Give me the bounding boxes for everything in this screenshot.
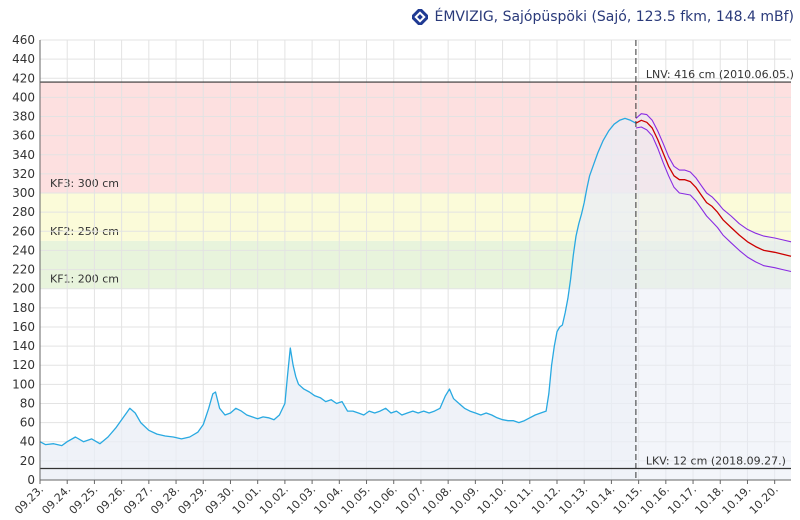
x-tick-label: 10.18.	[692, 483, 726, 517]
chart-header: ÉMVIZIG, Sajópüspöki (Sajó, 123.5 fkm, 1…	[412, 6, 794, 28]
forecast-upper-line	[635, 113, 792, 243]
y-tick-label: 280	[12, 205, 35, 219]
forecast-lower-line	[635, 126, 792, 273]
y-tick-label: 380	[12, 110, 35, 124]
band-label-kf3: KF3: 300 cm	[50, 177, 119, 190]
x-tick-label: 10.07.	[393, 483, 427, 517]
y-tick-label: 240	[12, 243, 35, 257]
y-tick-label: 320	[12, 167, 35, 181]
y-tick-label: 440	[12, 52, 35, 66]
y-tick-label: 340	[12, 148, 35, 162]
y-tick-label: 140	[12, 339, 35, 353]
x-tick-label: 09.28.	[148, 483, 182, 517]
y-tick-label: 400	[12, 90, 35, 104]
y-tick-label: 0	[27, 473, 35, 487]
x-tick-label: 10.13.	[556, 483, 590, 517]
x-tick-label: 10.16.	[638, 483, 672, 517]
x-tick-label: 10.19.	[720, 483, 754, 517]
forecast-series-line	[635, 119, 792, 257]
band-label-kf1: KF1: 200 cm	[50, 273, 119, 286]
x-tick-label: 10.02.	[257, 483, 291, 517]
y-tick-label: 220	[12, 263, 35, 277]
x-tick-label: 09.29.	[175, 483, 209, 517]
x-tick-label: 09.26.	[94, 483, 128, 517]
x-tick-label: 10.10.	[475, 483, 509, 517]
x-tick-label: 10.06.	[366, 483, 400, 517]
x-tick-label: 09.25.	[67, 483, 101, 517]
y-tick-label: 20	[20, 454, 35, 468]
x-tick-label: 10.08.	[420, 483, 454, 517]
y-tick-label: 160	[12, 320, 35, 334]
x-tick-label: 10.01.	[230, 483, 264, 517]
chart-title: ÉMVIZIG, Sajópüspöki (Sajó, 123.5 fkm, 1…	[434, 9, 794, 25]
x-tick-label: 09.27.	[121, 483, 155, 517]
x-tick-label: 10.20.	[747, 483, 781, 517]
y-axis-ticks: 0 20 40 60 80 100 120 140 160 180 200 220 240 260 280 3…	[12, 33, 35, 487]
x-tick-label: 10.12.	[529, 483, 563, 517]
series-lines	[39, 113, 792, 447]
y-tick-label: 120	[12, 358, 35, 372]
forecast-area-fill	[635, 113, 791, 480]
x-tick-label: 10.15.	[611, 483, 645, 517]
x-tick-label: 09.23.	[12, 483, 46, 517]
x-tick-label: 09.30.	[203, 483, 237, 517]
y-tick-label: 200	[12, 282, 35, 296]
x-tick-label: 09.24.	[39, 483, 73, 517]
y-tick-label: 60	[20, 416, 35, 430]
emvizig-logo-icon	[412, 9, 429, 25]
ref-label-lnv: LNV: 416 cm (2010.06.05.)	[646, 68, 794, 81]
x-tick-label: 10.09.	[448, 483, 482, 517]
x-tick-label: 10.04.	[311, 483, 345, 517]
x-axis-ticks: 09.23.09.24.09.25.09.26.09.27.09.28.09.2…	[12, 480, 781, 517]
y-tick-label: 420	[12, 71, 35, 85]
observed-series-line	[39, 117, 637, 447]
y-tick-label: 300	[12, 186, 35, 200]
x-tick-label: 10.17.	[665, 483, 699, 517]
reference-lines: LNV: 416 cm (2010.06.05.) LKV: 12 cm (201…	[40, 40, 794, 480]
y-tick-label: 260	[12, 224, 35, 238]
y-tick-label: 180	[12, 301, 35, 315]
y-tick-label: 360	[12, 129, 35, 143]
y-tick-label: 100	[12, 377, 35, 391]
ref-label-lkv: LKV: 12 cm (2018.09.27.)	[646, 455, 786, 468]
y-tick-label: 80	[20, 396, 35, 410]
y-tick-label: 40	[20, 435, 35, 449]
x-tick-label: 10.03.	[284, 483, 318, 517]
x-tick-label: 10.14.	[584, 483, 618, 517]
x-tick-label: 10.11.	[502, 483, 536, 517]
x-tick-label: 10.05.	[339, 483, 373, 517]
y-tick-label: 460	[12, 33, 35, 47]
